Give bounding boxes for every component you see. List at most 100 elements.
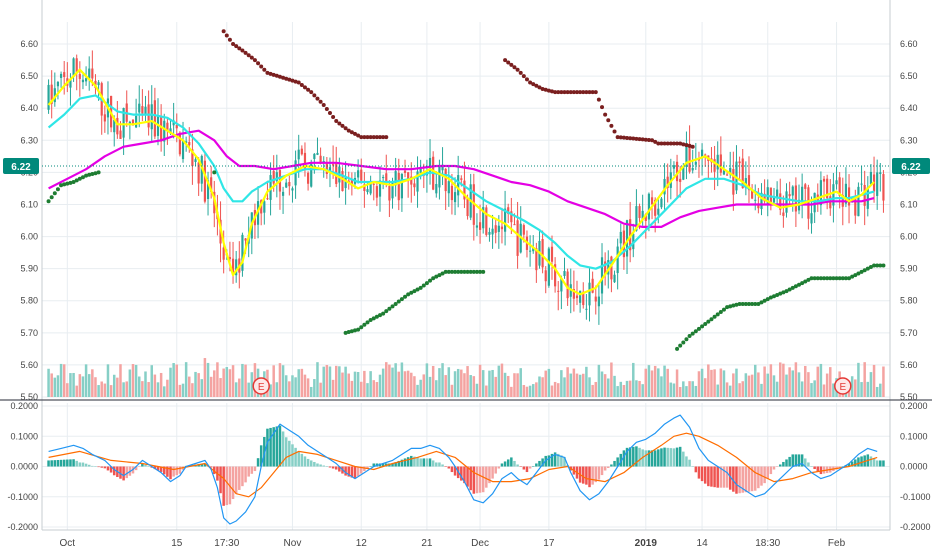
sar-dot-resistance bbox=[612, 129, 617, 134]
candle-body bbox=[266, 198, 269, 200]
macd-histogram-bar bbox=[172, 466, 175, 477]
macd-histogram-bar bbox=[519, 466, 522, 468]
volume-bar bbox=[556, 383, 560, 397]
candle-body bbox=[876, 172, 879, 196]
macd-histogram-bar bbox=[303, 456, 307, 467]
volume-bar bbox=[125, 381, 128, 397]
macd-histogram-bar bbox=[112, 466, 116, 476]
macd-histogram-bar bbox=[707, 466, 710, 487]
volume-bar bbox=[184, 362, 188, 397]
macd-histogram-bar bbox=[369, 465, 372, 467]
candle-body bbox=[585, 308, 588, 310]
price-tick-right: 5.80 bbox=[900, 296, 918, 306]
macd-histogram-bar bbox=[103, 466, 107, 469]
macd-histogram-bar bbox=[366, 466, 369, 469]
volume-bar bbox=[566, 367, 569, 397]
sar-dot-support bbox=[474, 269, 479, 274]
sar-dot-resistance bbox=[681, 142, 686, 147]
sar-dot-support bbox=[825, 276, 830, 281]
volume-bar bbox=[197, 373, 200, 397]
macd-histogram-bar bbox=[788, 456, 791, 467]
volume-bar bbox=[278, 363, 282, 397]
candle-body bbox=[532, 247, 535, 252]
volume-bar bbox=[613, 375, 616, 397]
candle-body bbox=[516, 220, 519, 256]
sar-dot-support bbox=[784, 289, 789, 294]
macd-histogram-bar bbox=[78, 462, 82, 467]
volume-bar bbox=[478, 364, 482, 397]
volume-bar bbox=[794, 362, 798, 397]
sar-dot-support bbox=[349, 329, 354, 334]
macd-histogram-bar bbox=[166, 466, 169, 477]
candle-body bbox=[741, 158, 744, 189]
volume-bar bbox=[131, 364, 135, 397]
macd-histogram-bar bbox=[447, 466, 451, 469]
sar-dot-support bbox=[787, 287, 792, 292]
candle-body bbox=[50, 84, 53, 104]
candle-body bbox=[672, 165, 676, 169]
sar-dot-resistance bbox=[362, 135, 367, 140]
macd-histogram-bar bbox=[147, 466, 150, 467]
macd-histogram-bar bbox=[550, 453, 554, 467]
volume-bar bbox=[494, 376, 497, 397]
sar-dot-resistance bbox=[237, 46, 242, 51]
sar-dot-resistance bbox=[246, 53, 251, 58]
candle-body bbox=[566, 271, 569, 299]
volume-bar bbox=[528, 385, 532, 397]
volume-bar bbox=[541, 377, 544, 397]
sar-dot-resistance bbox=[293, 79, 298, 84]
macd-histogram-bar bbox=[872, 458, 876, 467]
sar-dot-resistance bbox=[268, 71, 273, 76]
indicator-lines bbox=[47, 68, 875, 296]
candle-body bbox=[478, 222, 482, 230]
parabolic-sar bbox=[46, 29, 886, 351]
candle-body bbox=[435, 184, 438, 194]
macd-histogram-bar bbox=[500, 463, 504, 467]
volume-bar bbox=[453, 371, 457, 397]
macd-histogram-bar bbox=[725, 466, 729, 488]
sar-dot-support bbox=[800, 281, 805, 286]
volume-bar bbox=[94, 377, 97, 397]
sar-dot-resistance bbox=[615, 135, 620, 140]
macd-histogram-bar bbox=[538, 460, 541, 467]
volume-bar bbox=[819, 363, 823, 397]
volume-bar bbox=[72, 372, 75, 397]
volume-bar bbox=[56, 375, 60, 397]
macd-histogram-bar bbox=[359, 466, 363, 474]
sar-dot-support bbox=[80, 175, 85, 180]
volume-bar bbox=[178, 384, 182, 397]
candle-body bbox=[666, 176, 669, 189]
candle-body bbox=[466, 197, 469, 217]
earnings-label: E bbox=[258, 382, 265, 393]
sar-dot-resistance bbox=[221, 29, 226, 34]
time-tick-label: Dec bbox=[471, 538, 489, 549]
sar-dot-support bbox=[46, 199, 51, 204]
volume-bar bbox=[694, 385, 698, 397]
macd-histogram-bar bbox=[506, 459, 510, 467]
candle-body bbox=[206, 180, 210, 200]
sar-dot-resistance bbox=[637, 137, 642, 142]
volume-bar bbox=[675, 369, 679, 397]
sar-dot-resistance bbox=[352, 131, 357, 136]
candle-body bbox=[316, 152, 319, 155]
macd-histogram-bar bbox=[338, 466, 341, 472]
sar-dot-resistance bbox=[318, 99, 323, 104]
candle-body bbox=[591, 278, 594, 293]
sar-dot-support bbox=[840, 276, 845, 281]
candle-body bbox=[407, 172, 410, 182]
macd-histogram-bar bbox=[47, 460, 50, 467]
macd-histogram-bar bbox=[460, 466, 463, 481]
macd-histogram-bar bbox=[394, 462, 397, 467]
volume-bar bbox=[394, 363, 397, 397]
candle-body bbox=[713, 159, 716, 172]
candle-body bbox=[613, 274, 616, 283]
candle-body bbox=[288, 182, 291, 187]
candle-body bbox=[138, 103, 141, 113]
sar-dot-support bbox=[675, 346, 680, 351]
sar-dot-support bbox=[703, 322, 708, 327]
candle-body bbox=[597, 296, 600, 307]
candle-body bbox=[785, 191, 788, 213]
candle-body bbox=[78, 74, 81, 79]
time-tick-label: Feb bbox=[828, 538, 846, 549]
sar-dot-resistance bbox=[337, 121, 342, 126]
